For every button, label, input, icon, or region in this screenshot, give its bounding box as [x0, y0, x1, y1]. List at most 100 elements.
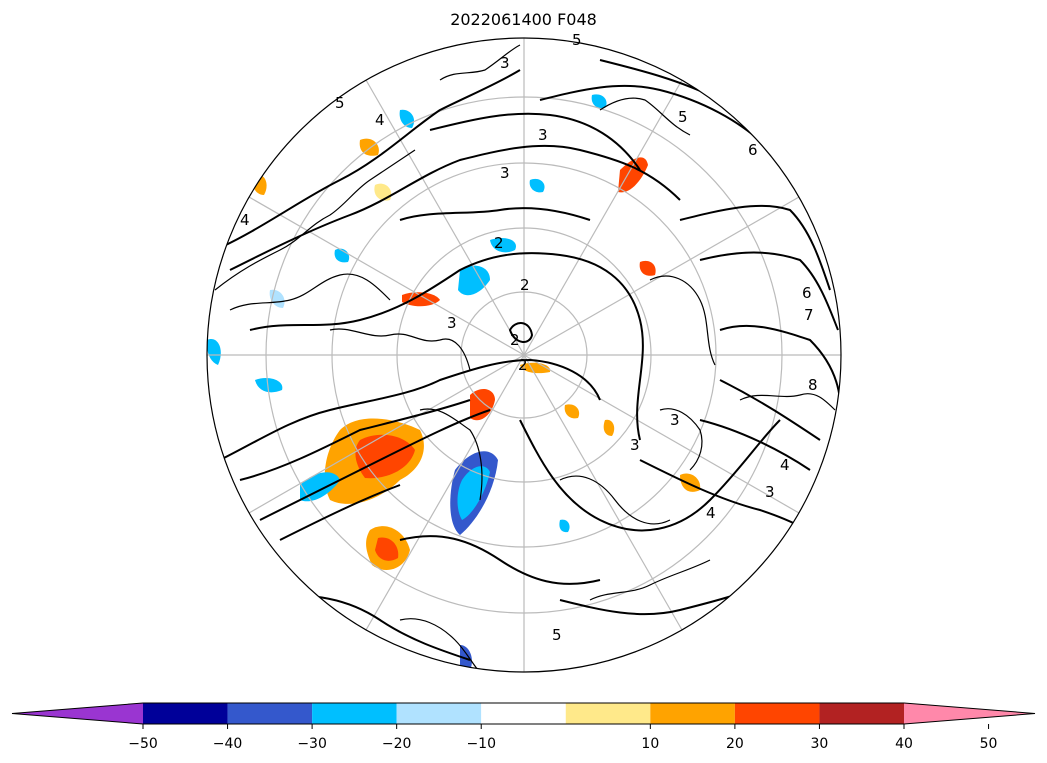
contour-line: [429, 112, 641, 171]
contour-label: 3: [538, 126, 548, 144]
meridian-line: [523, 354, 683, 631]
colorbar-tick-label: −50: [128, 736, 158, 752]
coastline: [739, 393, 836, 411]
contour-label: 3: [670, 411, 680, 429]
contour-line: [399, 535, 601, 585]
contour-label: 5: [572, 31, 582, 49]
contour-label: 6: [748, 141, 758, 159]
colorbar-tick-label: 30: [811, 736, 829, 752]
anomaly-patch: [618, 157, 648, 193]
colorbar-tick-label: 40: [895, 736, 913, 752]
colorbar-tick-label: −10: [466, 736, 496, 752]
meridian-line: [248, 354, 525, 514]
contour-line: [559, 569, 791, 616]
contour-line: [508, 322, 534, 343]
anomaly-patch: [564, 404, 580, 419]
contour-line: [214, 69, 521, 251]
contour-label: 7: [804, 306, 814, 324]
contour-line: [399, 207, 591, 221]
contour-label: 5: [335, 94, 345, 112]
contour-label: 4: [706, 504, 716, 522]
contour-label: 4: [780, 456, 790, 474]
coastline: [439, 44, 521, 81]
coastline: [214, 149, 416, 291]
coastline: [229, 273, 391, 311]
map-title: 2022061400 F048: [450, 10, 597, 29]
anomaly-patch: [375, 537, 399, 561]
colorbar-bin: [481, 703, 566, 724]
anomaly-patch: [207, 339, 221, 365]
contour-line: [519, 419, 781, 532]
colorbar-tick-label: −20: [382, 736, 412, 752]
contour-line: [699, 419, 811, 471]
contour-line: [259, 409, 491, 521]
colorbar-bin: [819, 703, 904, 724]
shading-layer: [207, 94, 701, 670]
colorbar-tick-label: 50: [980, 736, 998, 752]
contour-line: [279, 484, 401, 541]
contour-label: 4: [240, 211, 250, 229]
contour-label: 5: [678, 108, 688, 126]
colorbar-bin: [312, 703, 397, 724]
contour-label: 3: [447, 314, 457, 332]
contour-line: [719, 324, 841, 401]
contour-label: 5: [552, 626, 562, 644]
contour-line: [699, 251, 839, 331]
anomaly-patch: [559, 519, 570, 533]
anomaly-patch: [591, 94, 607, 109]
meridian-line: [523, 354, 800, 514]
coastline: [649, 275, 716, 366]
meridian-line: [523, 79, 683, 356]
contour-label: 2: [494, 234, 504, 252]
colorbar-tick-label: 20: [726, 736, 744, 752]
contour-label: 2: [520, 276, 530, 294]
contour-label: 8: [808, 376, 818, 394]
colorbar: −50 −40 −30 −20 −10 10 20 30 40 50: [11, 702, 1036, 752]
map-boundary: [206, 37, 842, 673]
colorbar-bin: [565, 703, 651, 724]
coastline: [399, 618, 479, 671]
coastlines: [214, 44, 836, 671]
contour-line: [219, 358, 601, 461]
anomaly-patch: [529, 178, 545, 193]
colorbar-bin: [396, 703, 482, 724]
coastline: [329, 328, 471, 371]
colorbar-extend-high: [904, 703, 1035, 724]
colorbar-extend-low: [12, 703, 143, 724]
meridian-line: [365, 354, 525, 631]
anomaly-patch: [460, 645, 472, 670]
contour-label: 2: [518, 356, 528, 374]
contour-line: [639, 459, 821, 541]
anomaly-patch: [603, 419, 615, 436]
contour-label: 3: [500, 54, 510, 72]
colorbar-tick-label: 10: [641, 736, 659, 752]
graticule: [207, 38, 841, 672]
contour-label: 4: [375, 111, 385, 129]
contour-line: [239, 399, 471, 481]
contour-labels: 3 3 5 6 3 3 2 2 2 2 3 4 5 6 7 8 3 4 3 5 …: [240, 31, 818, 644]
contour-label: 3: [765, 483, 775, 501]
anomaly-patch: [458, 265, 490, 296]
anomaly-patch: [680, 473, 701, 492]
coastline: [589, 559, 711, 601]
contour-line: [679, 204, 831, 291]
contour-line: [539, 84, 771, 151]
anomaly-patch: [374, 183, 392, 201]
contour-label: 3: [630, 436, 640, 454]
meridian-line: [248, 196, 525, 356]
coastline: [559, 475, 671, 525]
meridian-line: [365, 79, 525, 356]
coastline: [659, 408, 703, 471]
anomaly-patch: [639, 260, 656, 276]
colorbar-bin: [650, 703, 735, 724]
coastline: [599, 97, 691, 136]
contour-label: 2: [510, 331, 520, 349]
contour-line: [249, 252, 644, 441]
colorbar-bin: [143, 703, 228, 724]
colorbar-tick-label: −30: [297, 736, 327, 752]
colorbar-bin: [227, 703, 313, 724]
anomaly-patch: [255, 378, 283, 393]
contour-label: 3: [500, 164, 510, 182]
anomaly-patch: [253, 174, 267, 195]
